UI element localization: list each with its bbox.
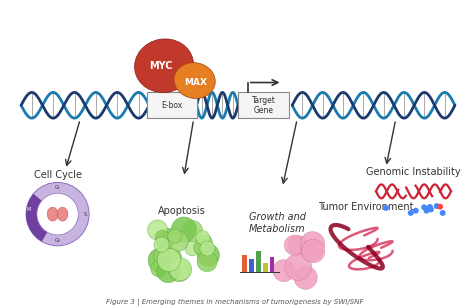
Circle shape [154,247,172,265]
Circle shape [434,203,440,209]
Text: S: S [83,212,87,217]
Text: M: M [27,207,31,212]
Text: MYC: MYC [149,61,173,71]
Circle shape [26,182,89,246]
Circle shape [198,235,212,250]
Circle shape [428,206,434,212]
Circle shape [168,231,188,251]
Circle shape [440,210,446,216]
Circle shape [427,204,433,210]
Text: MAX: MAX [184,78,207,87]
Circle shape [200,241,215,256]
Text: G₀: G₀ [55,238,61,243]
Ellipse shape [47,207,58,221]
Text: E-box: E-box [161,101,182,110]
Circle shape [37,193,78,235]
Circle shape [437,204,443,210]
Circle shape [168,229,182,243]
Circle shape [197,244,219,266]
Circle shape [424,208,429,214]
Ellipse shape [57,207,68,221]
Circle shape [161,248,182,269]
Circle shape [168,259,191,282]
Circle shape [157,248,181,272]
Circle shape [182,221,203,241]
Circle shape [421,204,427,210]
FancyBboxPatch shape [238,92,289,118]
Bar [242,255,247,273]
Text: Apoptosis: Apoptosis [158,206,206,216]
FancyBboxPatch shape [147,92,197,118]
Circle shape [151,260,168,277]
Circle shape [408,210,414,216]
Circle shape [148,248,173,273]
Circle shape [159,228,177,246]
Circle shape [156,260,180,283]
Circle shape [154,237,169,252]
Circle shape [171,217,196,242]
Circle shape [289,236,308,255]
Circle shape [383,205,389,211]
Text: Genomic Instability: Genomic Instability [366,167,461,176]
Circle shape [169,258,192,281]
Circle shape [301,239,323,261]
Bar [270,257,274,273]
Ellipse shape [174,63,215,99]
Bar [249,259,254,273]
Bar [256,251,261,273]
Circle shape [197,251,217,272]
Text: Growth and
Metabolism: Growth and Metabolism [249,212,306,234]
Circle shape [301,239,325,263]
Circle shape [273,260,295,282]
Text: Cell Cycle: Cell Cycle [34,169,82,180]
Text: Figure 3 | Emerging themes in mechanisms of tumorigenesis by SWI/SNF: Figure 3 | Emerging themes in mechanisms… [106,299,364,306]
Circle shape [413,208,419,214]
Circle shape [284,235,304,255]
Circle shape [194,239,210,256]
Text: Target
Gene: Target Gene [252,95,275,115]
Circle shape [155,230,170,245]
Text: G₁: G₁ [55,185,60,190]
Circle shape [196,231,210,245]
Circle shape [147,220,168,240]
Circle shape [301,232,325,256]
Ellipse shape [135,39,193,92]
Circle shape [185,241,200,256]
Circle shape [156,233,174,251]
Text: Tumor Environment: Tumor Environment [319,202,414,212]
Circle shape [285,253,311,281]
Circle shape [294,266,317,289]
Bar [263,263,268,273]
Wedge shape [26,194,57,241]
